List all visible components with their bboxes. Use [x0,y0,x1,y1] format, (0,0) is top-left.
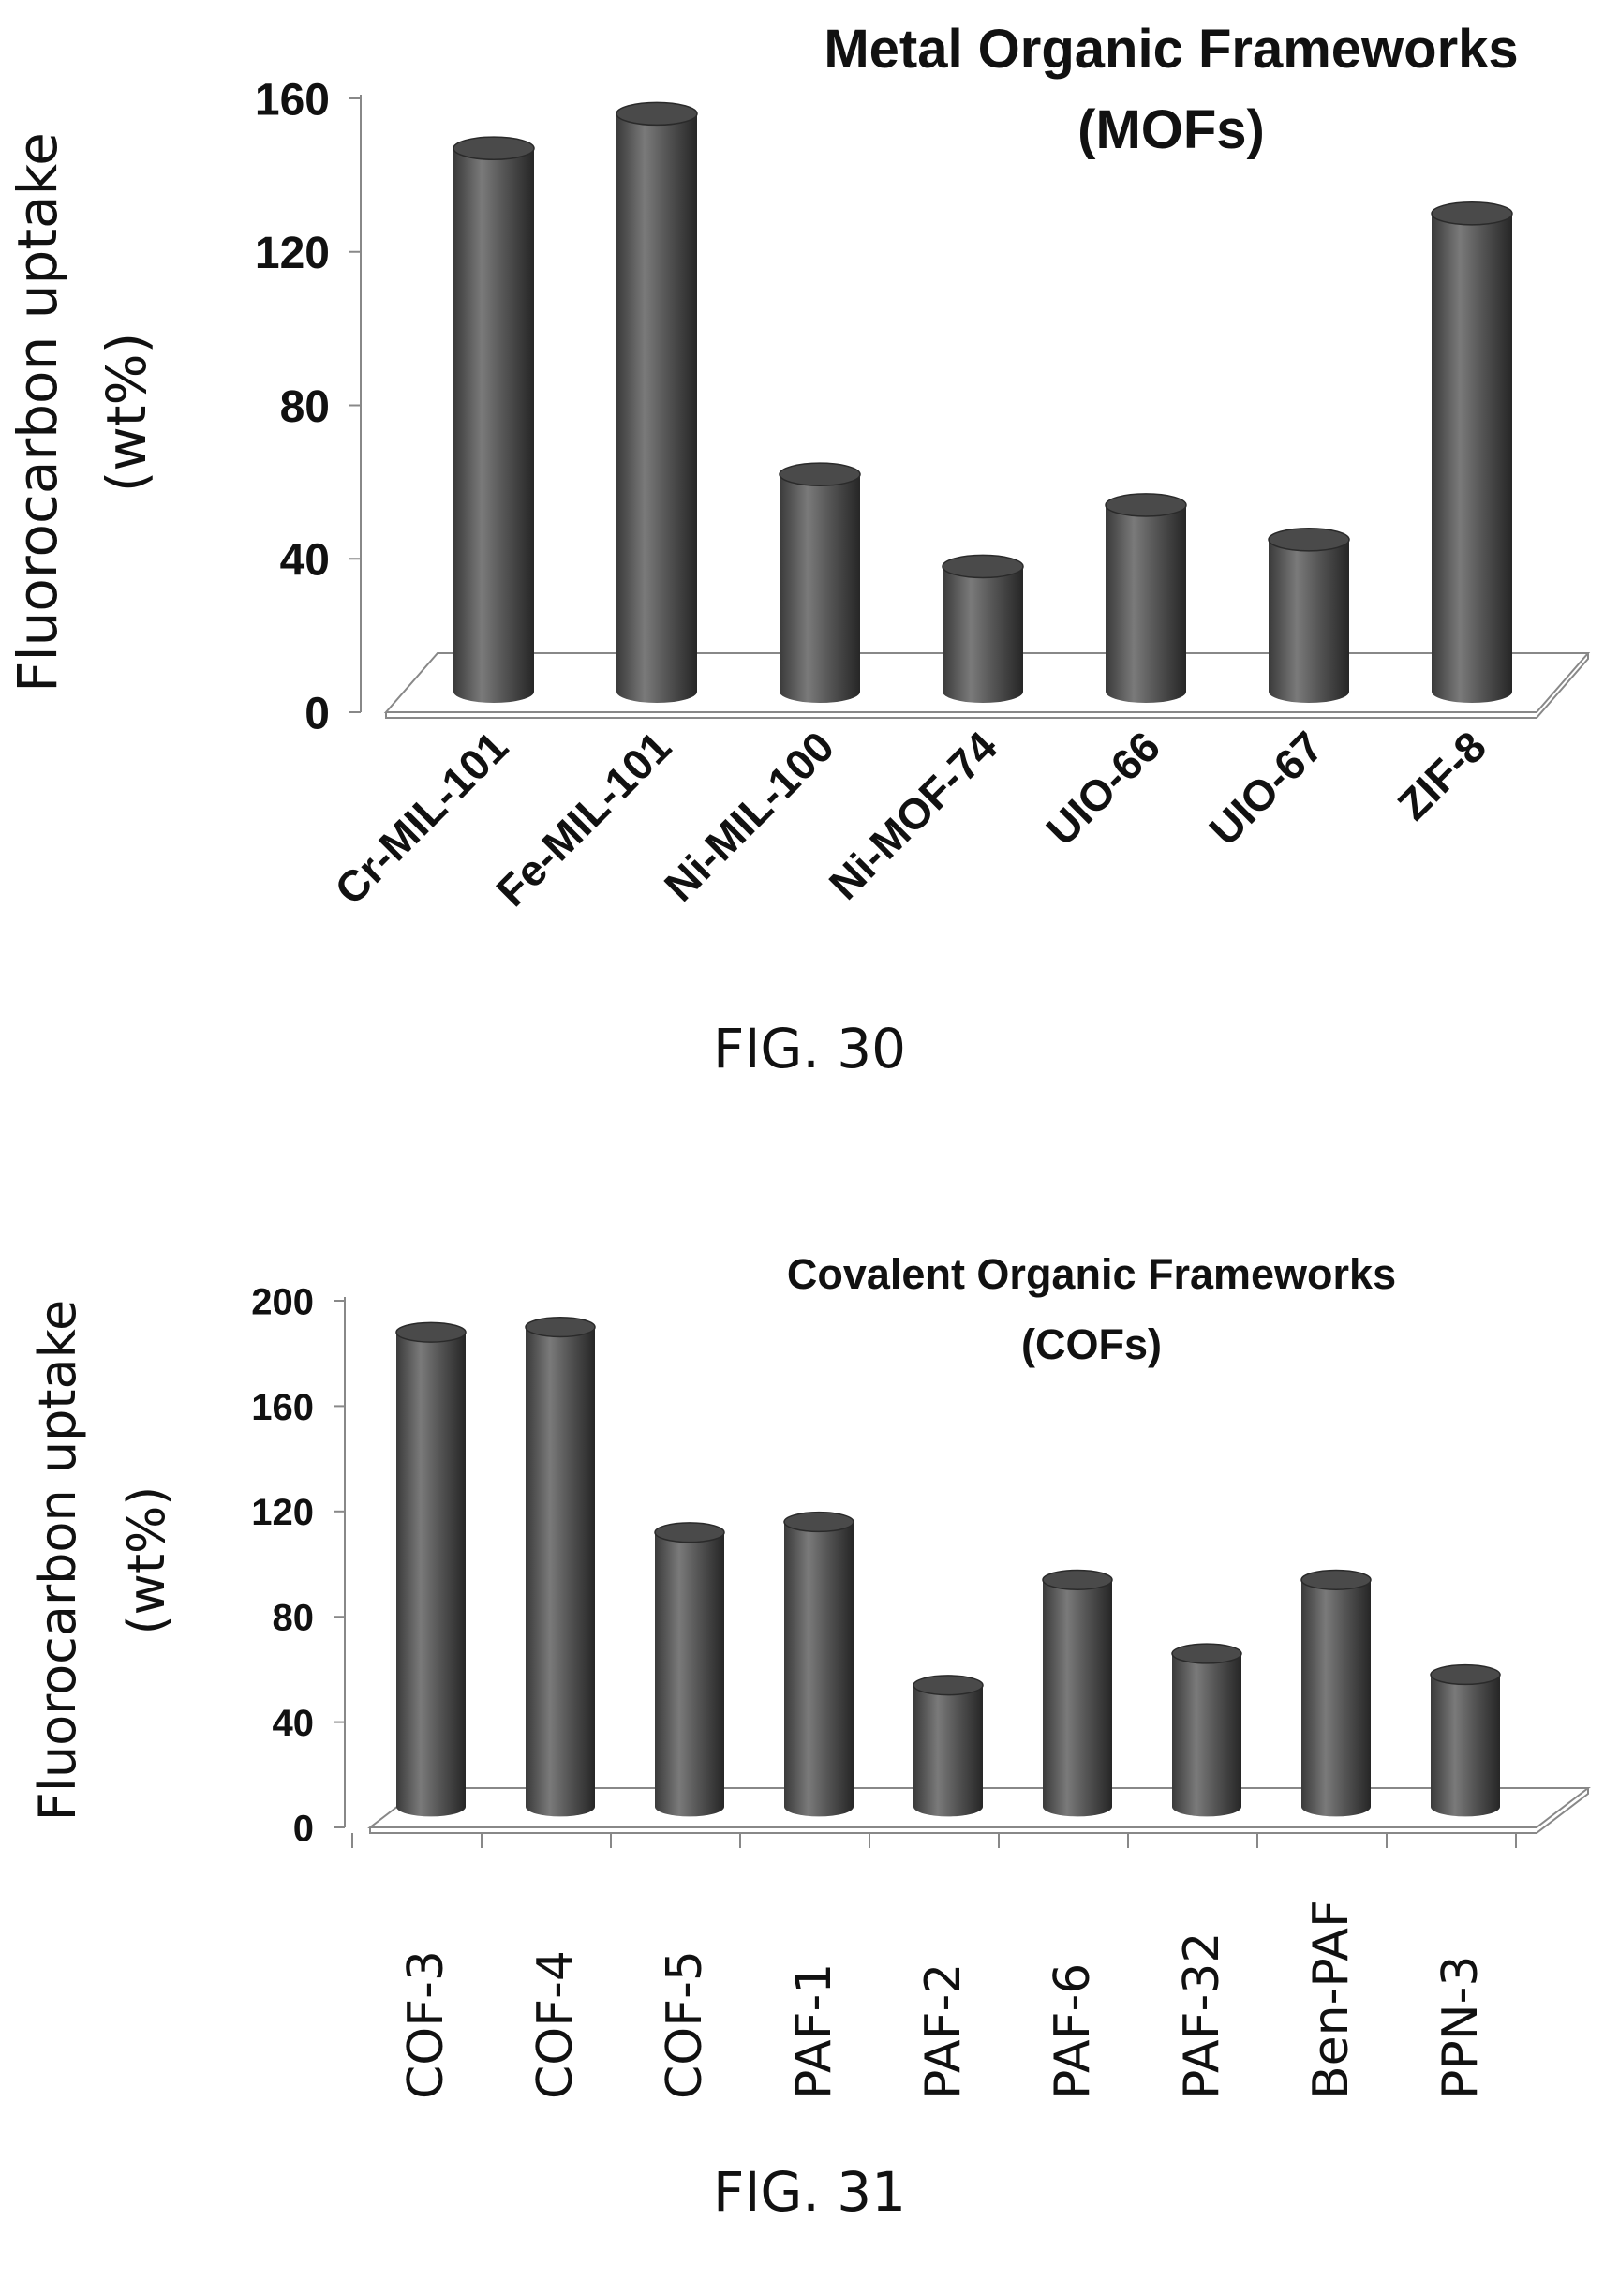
x-category-label: COF-4 [527,1950,584,2099]
chart-title: Covalent Organic Frameworks [787,1250,1396,1298]
bar-top [616,101,698,127]
y-tick-label: 160 [251,1387,314,1428]
x-category-label: UIO-67 [1199,722,1332,855]
y-tick-label: 80 [273,1598,315,1639]
x-category-label: Cr-MIL-101 [325,722,517,914]
chart-subtitle: (MOFs) [1077,99,1265,160]
bar [1105,493,1187,704]
chart-title: Metal Organic Frameworks [824,19,1518,80]
bar [779,462,861,704]
bar-top [1300,1569,1372,1590]
bar [525,1316,596,1817]
chart-floor-edge [369,1788,1589,1834]
bar-body [616,113,697,704]
bar-body [1269,539,1349,704]
bar-body [913,1685,983,1817]
bar-top [1171,1643,1242,1664]
bar-body [396,1332,466,1817]
bar-body [1431,1675,1500,1817]
bar [1268,527,1350,704]
cofs-chart: 0 40 80 120 160 200 COF-3 COF-4 COF-5 PAF-1 PAF-2 P… [28,1250,1591,2099]
bar-body [655,1532,724,1817]
y-tick-label: 200 [251,1281,314,1322]
bar-top [913,1675,984,1696]
y-tick-label: 0 [293,1808,314,1849]
x-category-label: PAF-6 [1045,1963,1101,2099]
bar-body [1301,1579,1371,1817]
y-tick-label: 160 [255,75,330,125]
y-tick-label: 80 [280,382,330,432]
bar-body [1432,213,1513,704]
y-tick-label: 40 [273,1703,315,1744]
bar [1431,201,1513,704]
x-category-label: ZIF-8 [1389,722,1495,828]
x-category-label: COF-5 [657,1950,713,2099]
bar-top [1431,201,1513,226]
x-category-label: Ben-PAF [1303,1900,1359,2099]
bar-top [1105,493,1187,517]
x-category-label: UIO-66 [1036,722,1169,855]
y-axis-label-unit: (wt%) [117,1486,176,1635]
x-category-label: PPN-3 [1433,1956,1489,2099]
bar-top [1042,1569,1113,1590]
bar-top [783,1511,854,1533]
bar [654,1522,725,1817]
mofs-chart: 0 40 80 120 160 Cr-MIL-101Fe-MIL-101Ni-MIL-10… [6,19,1591,916]
bar [913,1675,984,1817]
x-category-label: Fe-MIL-101 [486,722,680,916]
bar [395,1321,467,1817]
bar [1171,1643,1242,1817]
bar-top [525,1316,596,1338]
bar-body [780,474,860,704]
bar-body [1043,1579,1112,1817]
bar-body [1106,504,1186,704]
bar-body [526,1327,595,1817]
x-category-label: Ni-MIL-100 [655,722,843,910]
y-axis-label-unit: (wt%) [95,333,158,493]
y-tick-label: 120 [255,229,330,278]
x-category-label: Ni-MOF-74 [820,722,1007,909]
bar [616,101,698,704]
x-category-label: PAF-2 [915,1963,972,2099]
bar [1042,1569,1113,1817]
bar [783,1511,854,1817]
x-category-label: PAF-1 [786,1963,842,2099]
bar-top [1430,1663,1501,1686]
bar-body [1172,1653,1241,1817]
bar-top [1268,527,1350,552]
bar [1430,1663,1501,1817]
bar [1300,1569,1372,1817]
bar-top [395,1321,467,1343]
bar-top [779,462,861,486]
bar-top [654,1522,725,1543]
bar-body [943,566,1023,704]
x-category-label: PAF-32 [1174,1932,1230,2099]
bar-body [453,148,534,704]
chart-subtitle: (COFs) [1021,1320,1162,1368]
figure-30-caption: FIG. 30 [712,1017,907,1081]
figure-31-caption: FIG. 31 [712,2160,907,2224]
x-category-label: COF-3 [398,1950,454,2099]
bar-body [784,1522,854,1817]
y-tick-label: 120 [251,1492,314,1533]
y-axis-label: Fluorocarbon uptake [28,1300,87,1821]
y-axis-label: Fluorocarbon uptake [6,132,69,693]
bar [942,554,1024,704]
bar-top [942,554,1024,579]
chart-floor-edge [385,653,1589,719]
y-tick-label: 40 [280,536,330,586]
bar-top [453,136,535,161]
y-tick-label: 0 [304,689,330,738]
bar [453,136,535,704]
